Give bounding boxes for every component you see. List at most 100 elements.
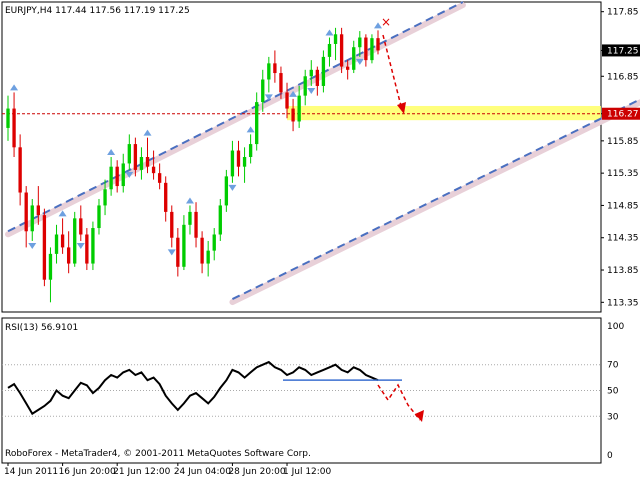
price-tick-label: 117.85	[607, 8, 639, 18]
price-tick-label: 113.85	[607, 266, 639, 276]
price-tick-label: 115.85	[607, 137, 639, 147]
level-price-box	[602, 107, 640, 120]
candle-body	[30, 205, 34, 232]
candle-body	[127, 144, 131, 164]
fractal-up-marker	[325, 29, 334, 36]
candle-body	[248, 144, 253, 157]
candle-body	[236, 150, 241, 167]
candle-body	[194, 211, 198, 238]
rsi-tick-label: 30	[607, 412, 619, 422]
candle-body	[279, 73, 283, 93]
channel-upper-line	[7, 1, 464, 233]
target-x-mark: ×	[381, 15, 391, 29]
candle-body	[261, 79, 265, 103]
rsi-tick-label: 70	[607, 361, 619, 371]
candle-body	[109, 166, 113, 190]
price-tick-label: 115.35	[607, 169, 639, 179]
price-tick-label: 114.35	[607, 234, 639, 244]
candle-body	[103, 189, 107, 206]
x-tick-label: 16 Jun 20:00	[59, 467, 116, 477]
candle-body	[218, 205, 222, 235]
candle-body	[79, 218, 83, 235]
fractal-up-marker	[143, 129, 152, 136]
watermark: RoboForex - MetaTrader4, © 2001-2011 Met…	[5, 449, 311, 459]
x-tick-label: 24 Jun 04:00	[174, 467, 231, 477]
candle-body	[18, 147, 22, 193]
fractal-up-marker	[289, 90, 298, 97]
candle-body	[206, 250, 210, 264]
fractal-up-marker	[107, 149, 116, 155]
candle-body	[157, 173, 162, 183]
candle-body	[145, 157, 150, 167]
candle-body	[352, 47, 356, 70]
x-tick-label: 28 Jun 20:00	[228, 467, 285, 477]
candle-body	[12, 108, 16, 148]
price-pane-frame	[1, 1, 602, 313]
fractal-down-marker	[125, 171, 134, 178]
rsi-forecast-arrow	[377, 383, 421, 421]
candle-body	[151, 166, 156, 174]
candle-body	[346, 66, 350, 70]
candle-body	[315, 69, 320, 86]
fractal-up-marker	[58, 210, 67, 217]
current-price-box	[602, 44, 640, 57]
candle-body	[24, 192, 28, 232]
fractal-down-marker	[307, 87, 316, 94]
fractal-up-marker	[246, 126, 255, 133]
fractal-down-marker	[76, 242, 85, 249]
price-tick-label: 116.85	[607, 72, 639, 82]
rsi-tick-label: 0	[607, 451, 613, 461]
candle-body	[42, 215, 47, 280]
candle-body	[48, 253, 53, 280]
candle-body	[370, 38, 374, 61]
candle-body	[285, 92, 289, 109]
candle-body	[6, 108, 10, 128]
rsi-forecast-arrow-head	[415, 410, 424, 422]
candle-body	[164, 182, 168, 212]
candle-body	[267, 63, 271, 80]
candle-body	[339, 34, 344, 67]
fractal-down-marker	[167, 249, 176, 256]
level-price-label: 116.27	[607, 110, 639, 120]
candle-body	[333, 34, 338, 44]
candle-body	[364, 37, 368, 61]
candle-body	[212, 234, 216, 251]
candle-body	[188, 211, 192, 225]
price-tick-label: 113.35	[607, 298, 639, 308]
x-tick-label: 1 Jul 12:00	[283, 467, 332, 477]
fractal-up-marker	[374, 22, 382, 29]
candle-body	[303, 76, 307, 96]
rsi-header: RSI(13) 56.9101	[5, 323, 78, 333]
candle-body	[200, 237, 204, 264]
rsi-tick-label: 100	[607, 322, 624, 332]
candle-body	[133, 144, 138, 170]
price-pane: × 117.85 117.25 116.85 116.27 115.85 115.35 114…	[1, 1, 640, 313]
candle-body	[182, 224, 186, 267]
candle-body	[170, 211, 174, 238]
x-tick-label: 21 Jun 12:00	[113, 467, 170, 477]
forecast-arrow-line	[382, 34, 403, 111]
candle-body	[273, 63, 277, 74]
candle-body	[91, 228, 95, 264]
candle-body	[97, 205, 101, 229]
channel-upper-line-shadow	[5, 2, 466, 238]
rsi-pane: 100 70 50 30 0	[1, 317, 624, 464]
candle-body	[291, 108, 295, 122]
candle-body	[255, 102, 259, 145]
candle-body	[60, 234, 65, 248]
candle-body	[327, 43, 332, 57]
fractal-down-marker	[28, 242, 37, 249]
fractal-down-marker	[264, 94, 273, 101]
candle-body	[54, 234, 59, 254]
x-tick-label: 14 Jun 2011	[4, 467, 58, 477]
candle-body	[36, 205, 40, 216]
rsi-line	[7, 360, 379, 416]
rsi-tick-label: 50	[607, 387, 619, 397]
candle-body	[230, 150, 235, 177]
candle-body	[224, 176, 229, 206]
fractal-up-marker	[185, 197, 194, 204]
candle-body	[121, 163, 125, 187]
candle-body	[139, 157, 144, 170]
